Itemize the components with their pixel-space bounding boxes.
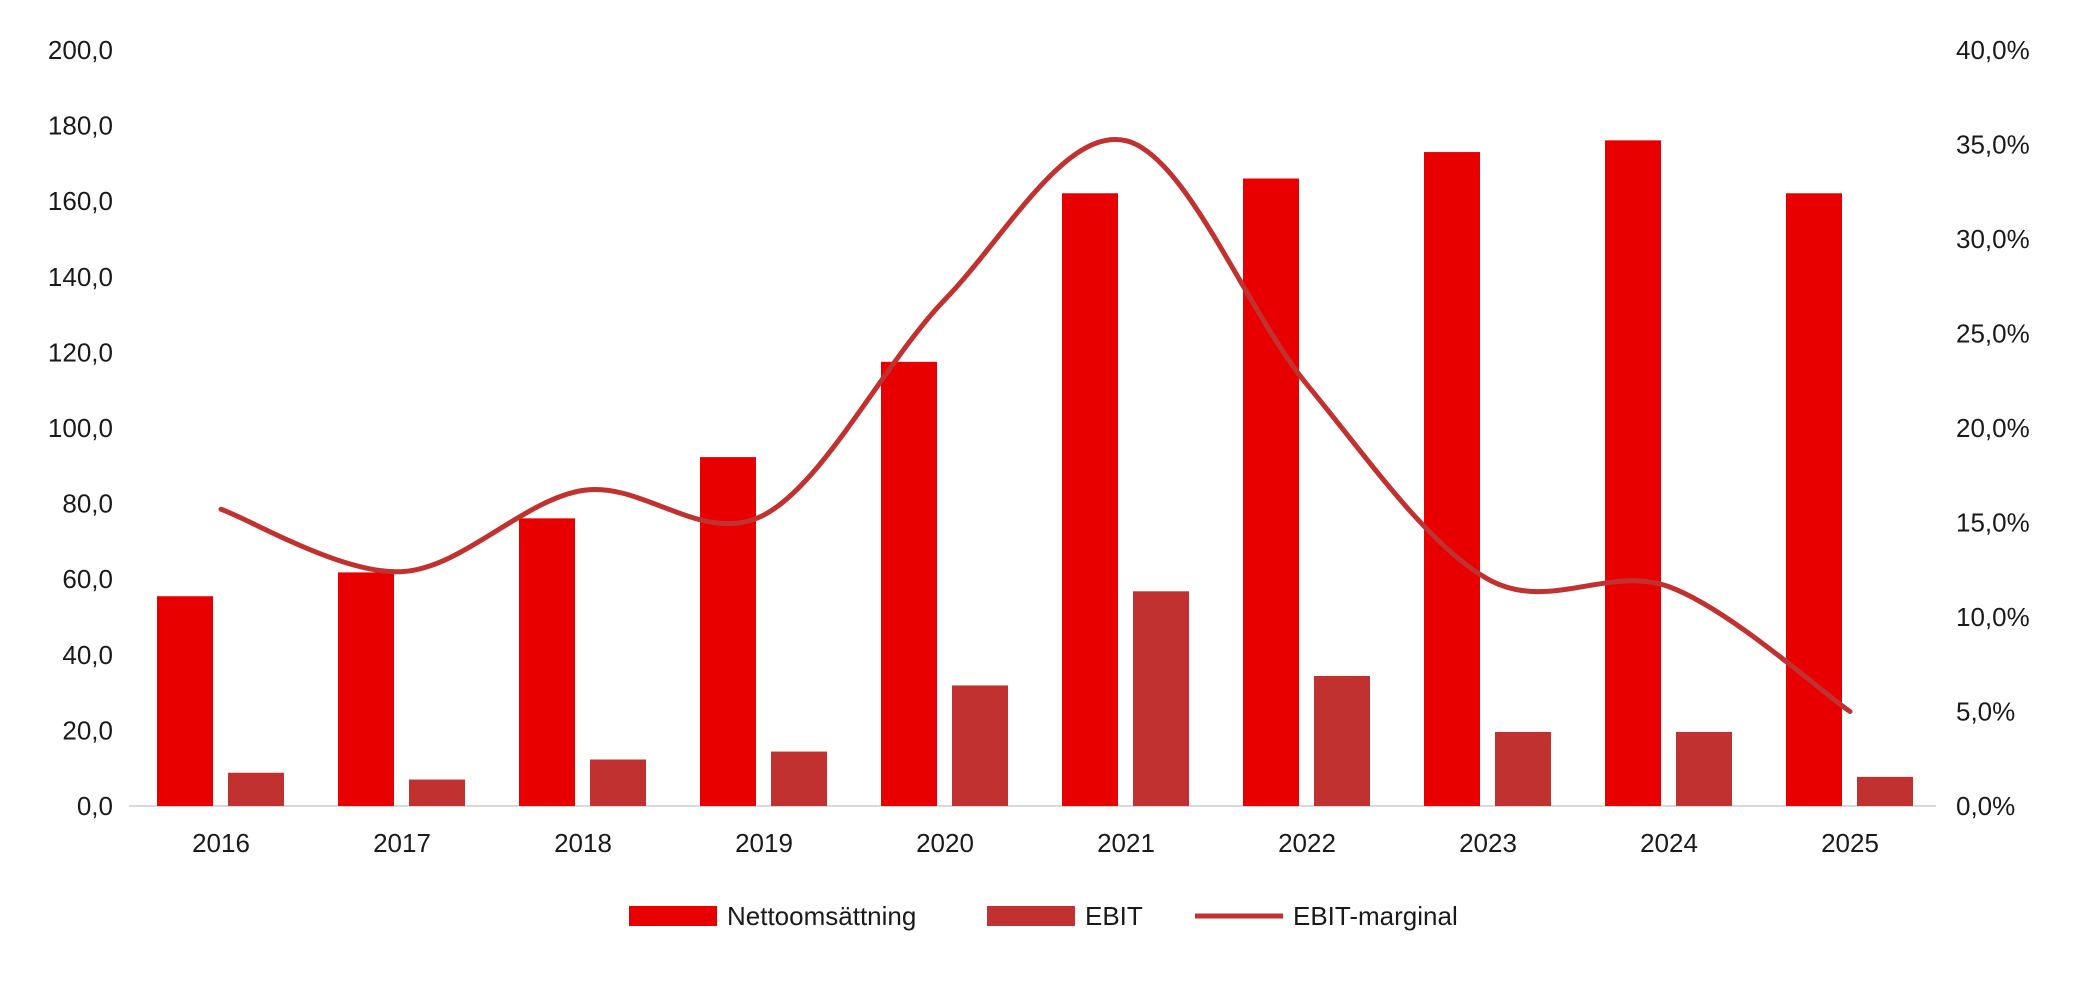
right-tick-label: 30,0% <box>1956 224 2030 254</box>
right-tick-label: 25,0% <box>1956 319 2030 349</box>
x-tick-label: 2021 <box>1097 828 1155 858</box>
bar-ebit-2020 <box>952 685 1008 806</box>
x-tick-label: 2017 <box>373 828 431 858</box>
right-tick-label: 15,0% <box>1956 508 2030 538</box>
left-tick-label: 80,0 <box>62 489 113 519</box>
bar-nettooms-ttning-2021 <box>1062 193 1118 807</box>
left-tick-label: 200,0 <box>48 35 113 65</box>
right-axis: 0,0% 5,0% 10,0% 15,0% 20,0% 25,0% 30,0% 35,0% 40… <box>1956 35 2030 821</box>
bar-ebit-2023 <box>1495 731 1551 806</box>
x-tick-label: 2024 <box>1640 828 1698 858</box>
legend: Nettoomsättning EBIT EBIT-marginal <box>629 901 1458 931</box>
left-tick-label: 60,0 <box>62 564 113 594</box>
bars <box>157 140 1913 807</box>
x-axis: 2016 2017 2018 2019 2020 2021 2022 2023 2024 2025 <box>192 828 1879 858</box>
x-tick-label: 2020 <box>916 828 974 858</box>
left-tick-label: 120,0 <box>48 337 113 367</box>
x-tick-label: 2025 <box>1821 828 1879 858</box>
legend-swatch-nettoomsattning <box>629 906 717 926</box>
left-tick-label: 0,0 <box>77 791 113 821</box>
legend-label-ebit-marginal: EBIT-marginal <box>1293 901 1458 931</box>
legend-label-ebit: EBIT <box>1085 901 1143 931</box>
bar-nettooms-ttning-2022 <box>1243 178 1299 806</box>
bar-ebit-2025 <box>1857 776 1913 806</box>
x-tick-label: 2018 <box>554 828 612 858</box>
left-tick-label: 160,0 <box>48 186 113 216</box>
left-tick-label: 100,0 <box>48 413 113 443</box>
bar-nettooms-ttning-2016 <box>157 596 213 806</box>
right-tick-label: 0,0% <box>1956 791 2015 821</box>
bar-nettooms-ttning-2024 <box>1605 140 1661 807</box>
bar-ebit-2017 <box>409 779 465 806</box>
right-tick-label: 40,0% <box>1956 35 2030 65</box>
bar-nettooms-ttning-2018 <box>519 518 575 806</box>
left-tick-label: 140,0 <box>48 262 113 292</box>
x-tick-label: 2019 <box>735 828 793 858</box>
bar-ebit-2024 <box>1676 731 1732 806</box>
legend-label-nettoomsattning: Nettoomsättning <box>727 901 916 931</box>
bar-nettooms-ttning-2017 <box>338 572 394 806</box>
bar-ebit-2022 <box>1314 675 1370 806</box>
x-tick-label: 2023 <box>1459 828 1517 858</box>
bar-ebit-2021 <box>1133 591 1189 806</box>
bar-nettooms-ttning-2023 <box>1424 152 1480 806</box>
bar-nettooms-ttning-2025 <box>1786 193 1842 807</box>
x-tick-label: 2016 <box>192 828 250 858</box>
right-tick-label: 20,0% <box>1956 413 2030 443</box>
left-tick-label: 40,0 <box>62 640 113 670</box>
bar-ebit-2019 <box>771 751 827 806</box>
bar-nettooms-ttning-2019 <box>700 457 756 806</box>
left-tick-label: 20,0 <box>62 715 113 745</box>
right-tick-label: 35,0% <box>1956 130 2030 160</box>
series-line-ebit-marginal <box>218 136 1853 714</box>
right-tick-label: 5,0% <box>1956 697 2015 727</box>
bar-nettooms-ttning-2020 <box>881 361 937 806</box>
left-axis: 0,0 20,0 40,0 60,0 80,0 100,0 120,0 140,0 160,0 1… <box>48 35 113 821</box>
legend-swatch-ebit <box>987 906 1075 926</box>
left-tick-label: 180,0 <box>48 111 113 141</box>
right-tick-label: 10,0% <box>1956 602 2030 632</box>
bar-ebit-2016 <box>228 772 284 806</box>
x-tick-label: 2022 <box>1278 828 1336 858</box>
bar-ebit-2018 <box>590 759 646 806</box>
